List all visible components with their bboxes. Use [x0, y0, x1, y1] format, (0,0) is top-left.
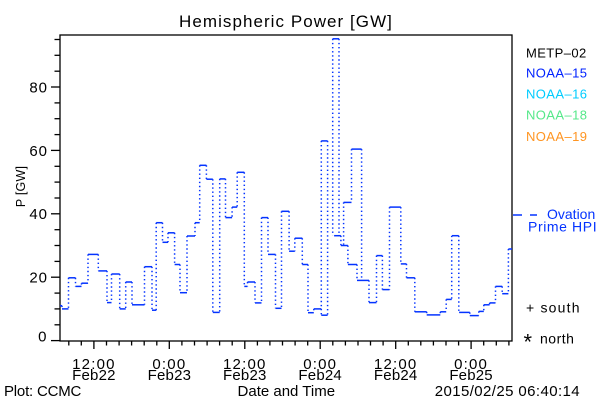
svg-text:Feb24: Feb24: [374, 367, 418, 384]
svg-text:NOAA–16: NOAA–16: [526, 86, 587, 101]
svg-text:0: 0: [38, 329, 46, 346]
svg-text:12:00: 12:00: [374, 356, 418, 373]
svg-text:Date and Time: Date and Time: [238, 383, 336, 400]
svg-text:Feb23: Feb23: [148, 367, 192, 384]
svg-text:Ovation: Ovation: [547, 206, 595, 222]
svg-text:2015/02/25 06:40:14: 2015/02/25 06:40:14: [435, 383, 580, 400]
svg-text:Hemispheric Power [GW]: Hemispheric Power [GW]: [179, 12, 393, 31]
svg-text:*: *: [524, 330, 533, 355]
svg-text:Feb24: Feb24: [298, 367, 342, 384]
svg-text:Plot: CCMC: Plot: CCMC: [4, 383, 82, 400]
svg-text:NOAA–18: NOAA–18: [526, 108, 587, 123]
svg-text:12:00: 12:00: [72, 356, 116, 373]
svg-text:0:00: 0:00: [303, 356, 337, 373]
svg-text:Prime HPI: Prime HPI: [528, 219, 597, 235]
svg-text:60: 60: [29, 143, 48, 160]
svg-text:Feb22: Feb22: [72, 367, 116, 384]
svg-text:+ south: + south: [526, 300, 581, 316]
svg-text:80: 80: [29, 79, 48, 96]
svg-text:north: north: [540, 331, 574, 347]
svg-text:Feb25: Feb25: [449, 367, 493, 384]
svg-text:40: 40: [29, 206, 48, 223]
svg-text:METP–02: METP–02: [526, 45, 587, 60]
svg-text:NOAA–15: NOAA–15: [526, 65, 587, 80]
svg-text:0:00: 0:00: [454, 356, 488, 373]
svg-text:P [GW]: P [GW]: [14, 166, 28, 207]
svg-text:Feb23: Feb23: [223, 367, 267, 384]
svg-text:0:00: 0:00: [152, 356, 186, 373]
svg-text:20: 20: [29, 270, 48, 287]
svg-text:12:00: 12:00: [223, 356, 267, 373]
svg-text:NOAA–19: NOAA–19: [526, 129, 587, 144]
